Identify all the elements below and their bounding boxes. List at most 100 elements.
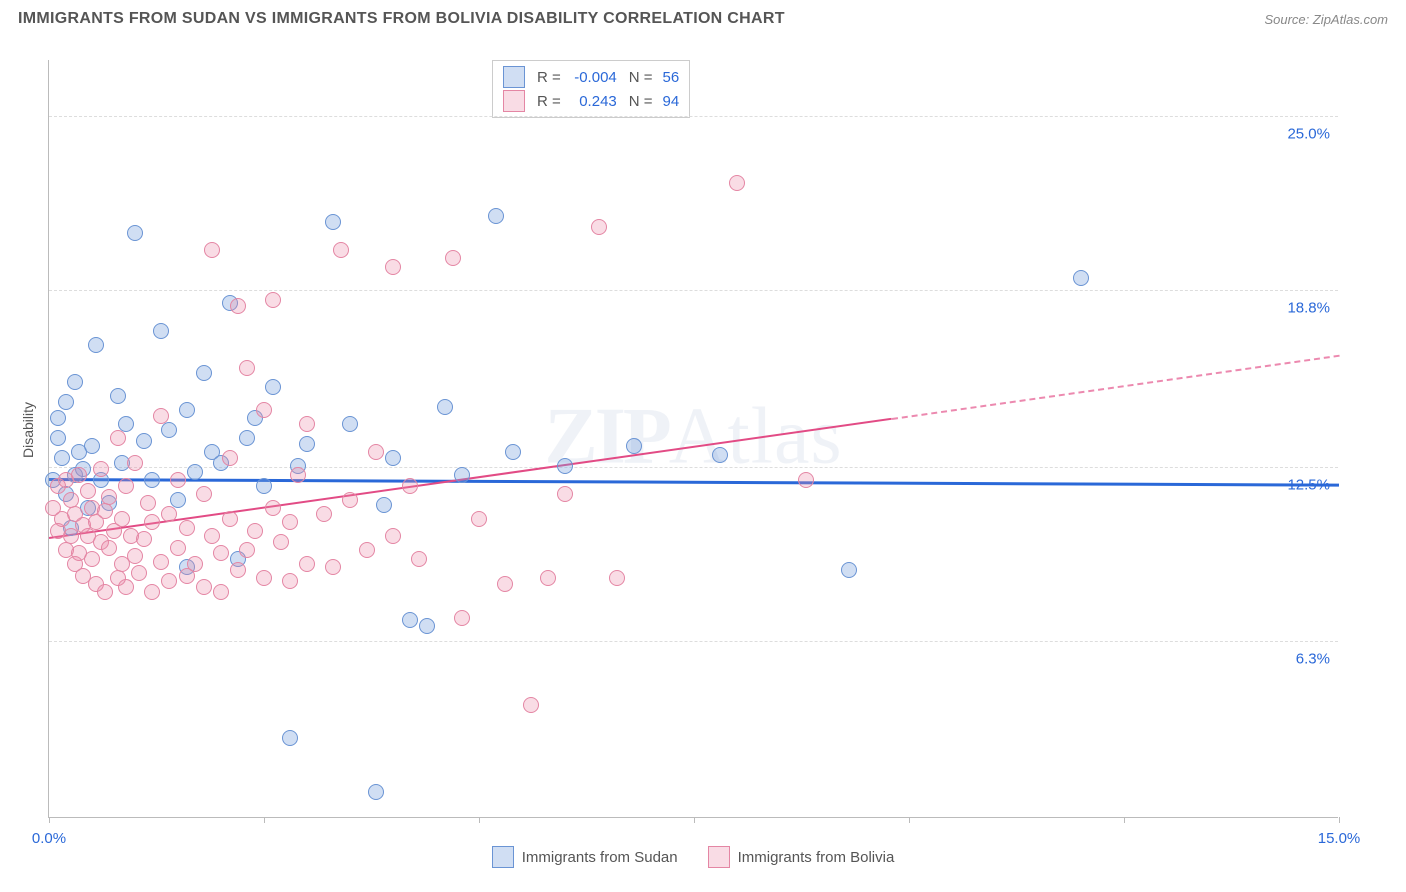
r-value-bolivia: 0.243 <box>567 93 617 110</box>
scatter-point <box>299 556 315 572</box>
scatter-point <box>712 447 728 463</box>
scatter-point <box>144 514 160 530</box>
scatter-point <box>729 175 745 191</box>
scatter-point <box>445 250 461 266</box>
scatter-point <box>798 472 814 488</box>
scatter-point <box>325 214 341 230</box>
scatter-point <box>58 394 74 410</box>
scatter-point <box>204 528 220 544</box>
scatter-point <box>222 450 238 466</box>
scatter-point <box>101 540 117 556</box>
scatter-point <box>376 497 392 513</box>
x-tick <box>694 817 695 823</box>
scatter-point <box>540 570 556 586</box>
correlation-row-bolivia: R = 0.243 N = 94 <box>503 89 679 113</box>
scatter-point <box>454 467 470 483</box>
scatter-point <box>71 467 87 483</box>
scatter-point <box>187 556 203 572</box>
scatter-point <box>437 399 453 415</box>
y-axis-label: Disability <box>20 402 36 458</box>
scatter-point <box>50 410 66 426</box>
scatter-point <box>342 492 358 508</box>
correlation-row-sudan: R = -0.004 N = 56 <box>503 65 679 89</box>
y-tick-label: 25.0% <box>1287 126 1330 143</box>
chart-header: IMMIGRANTS FROM SUDAN VS IMMIGRANTS FROM… <box>0 0 1406 36</box>
x-tick <box>264 817 265 823</box>
scatter-point <box>50 430 66 446</box>
scatter-point <box>140 495 156 511</box>
scatter-point <box>118 478 134 494</box>
scatter-point <box>523 697 539 713</box>
scatter-point <box>153 554 169 570</box>
x-tick <box>49 817 50 823</box>
y-tick-label: 6.3% <box>1296 651 1330 668</box>
scatter-point <box>230 562 246 578</box>
scatter-point <box>161 573 177 589</box>
scatter-point <box>557 458 573 474</box>
scatter-point <box>505 444 521 460</box>
y-tick-label: 18.8% <box>1287 300 1330 317</box>
scatter-point <box>265 292 281 308</box>
gridline-h <box>49 467 1338 468</box>
scatter-point <box>179 402 195 418</box>
scatter-point <box>256 570 272 586</box>
scatter-point <box>282 730 298 746</box>
scatter-point <box>144 472 160 488</box>
scatter-point <box>67 374 83 390</box>
scatter-point <box>419 618 435 634</box>
scatter-point <box>282 573 298 589</box>
scatter-point <box>299 416 315 432</box>
scatter-point <box>179 520 195 536</box>
x-tick <box>479 817 480 823</box>
scatter-point <box>342 416 358 432</box>
legend-item-sudan: Immigrants from Sudan <box>492 846 678 868</box>
scatter-point <box>282 514 298 530</box>
scatter-point <box>114 511 130 527</box>
scatter-point <box>299 436 315 452</box>
scatter-point <box>127 548 143 564</box>
scatter-point <box>136 433 152 449</box>
scatter-point <box>385 528 401 544</box>
scatter-point <box>557 486 573 502</box>
scatter-point <box>153 408 169 424</box>
legend-label-bolivia: Immigrants from Bolivia <box>738 849 895 866</box>
scatter-point <box>204 242 220 258</box>
x-tick <box>909 817 910 823</box>
x-tick-label: 0.0% <box>32 830 66 847</box>
scatter-point <box>471 511 487 527</box>
scatter-point <box>454 610 470 626</box>
scatter-point <box>144 584 160 600</box>
legend-item-bolivia: Immigrants from Bolivia <box>708 846 895 868</box>
swatch-bolivia <box>503 90 525 112</box>
scatter-point <box>136 531 152 547</box>
scatter-point <box>196 486 212 502</box>
scatter-point <box>196 365 212 381</box>
scatter-chart: ZIPAtlas R = -0.004 N = 56 R = 0.243 N =… <box>48 60 1338 818</box>
scatter-point <box>316 506 332 522</box>
scatter-point <box>230 298 246 314</box>
chart-title: IMMIGRANTS FROM SUDAN VS IMMIGRANTS FROM… <box>18 10 785 28</box>
scatter-point <box>609 570 625 586</box>
scatter-point <box>80 483 96 499</box>
scatter-point <box>591 219 607 235</box>
scatter-point <box>1073 270 1089 286</box>
scatter-point <box>97 503 113 519</box>
scatter-point <box>841 562 857 578</box>
scatter-point <box>239 542 255 558</box>
x-tick <box>1124 817 1125 823</box>
scatter-point <box>170 472 186 488</box>
scatter-point <box>488 208 504 224</box>
scatter-point <box>239 430 255 446</box>
scatter-point <box>161 506 177 522</box>
scatter-point <box>411 551 427 567</box>
trend-line <box>892 355 1339 420</box>
scatter-point <box>265 379 281 395</box>
scatter-point <box>359 542 375 558</box>
scatter-point <box>110 430 126 446</box>
scatter-point <box>131 565 147 581</box>
scatter-point <box>626 438 642 454</box>
n-value-bolivia: 94 <box>663 93 680 110</box>
r-value-sudan: -0.004 <box>567 69 617 86</box>
gridline-h <box>49 641 1338 642</box>
swatch-bolivia <box>708 846 730 868</box>
